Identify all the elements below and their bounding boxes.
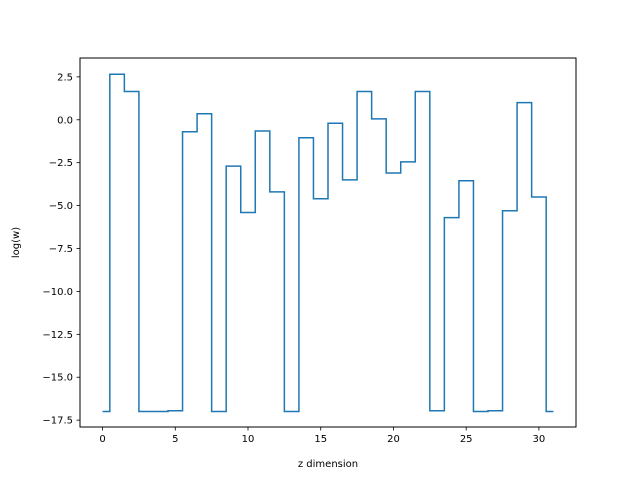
x-tick-label: 5: [172, 434, 178, 445]
y-tick-label: −12.5: [42, 330, 73, 341]
x-tick-label: 25: [460, 434, 473, 445]
y-tick-label: −17.5: [42, 416, 73, 427]
y-tick-label: −7.5: [49, 244, 73, 255]
y-axis-ticks: 2.5 0.0 −2.5 −5.0 −7.5 −10.0 −12.5 −15.0 −17.5: [42, 72, 80, 427]
y-tick-label: −5.0: [49, 201, 73, 212]
y-tick-label: −2.5: [49, 158, 73, 169]
x-tick-label: 10: [242, 434, 255, 445]
y-tick-label: 2.5: [57, 72, 73, 83]
y-tick-label: −10.0: [42, 287, 73, 298]
y-axis-label: log(w): [11, 227, 22, 258]
y-tick-label: −15.0: [42, 373, 73, 384]
x-tick-label: 30: [533, 434, 546, 445]
x-tick-label: 15: [314, 434, 327, 445]
x-tick-label: 0: [99, 434, 105, 445]
x-tick-label: 20: [387, 434, 400, 445]
plot-frame: [79, 57, 577, 428]
y-tick-label: 0.0: [57, 115, 73, 126]
x-axis-label: z dimension: [298, 459, 358, 470]
data-series-line: [102, 73, 554, 413]
x-axis-ticks: 0 5 10 15 20 25 30: [99, 427, 545, 445]
